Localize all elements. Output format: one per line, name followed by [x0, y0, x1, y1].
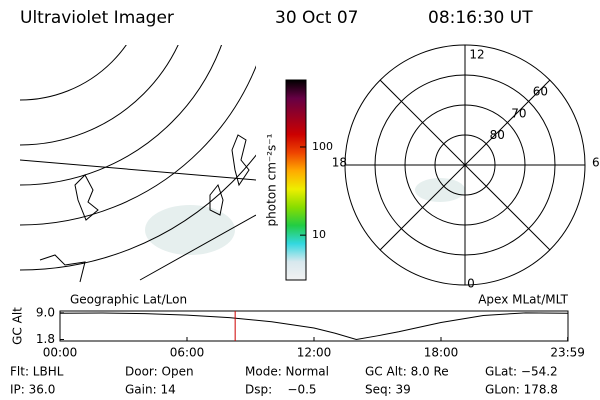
geo-label: Geographic Lat/Lon	[70, 293, 187, 307]
x-tick-label: 00:00	[43, 346, 78, 360]
info-field: Door: Open	[125, 365, 194, 379]
info-field: Seq: 39	[365, 383, 411, 397]
geo-map	[20, 45, 256, 283]
x-tick-label: 12:00	[297, 346, 332, 360]
info-field: Flt: LBHL	[10, 365, 64, 379]
mlt-label: 6	[592, 156, 600, 170]
x-tick-label: 18:00	[424, 346, 459, 360]
title: Ultraviolet Imager	[20, 8, 174, 28]
ring-label: 70	[511, 106, 526, 120]
info-field: Gain: 14	[125, 383, 176, 397]
mlt-label: 12	[469, 48, 484, 62]
colorbar-tick-label: 100	[312, 140, 333, 153]
info-field: IP: 36.0	[10, 383, 55, 397]
y-tick-label: 9.0	[36, 305, 55, 319]
y-tick-label: 1.8	[36, 332, 55, 346]
polar-label: Apex MLat/MLT	[478, 293, 568, 307]
info-panel: Flt: LBHL Door: Open Mode: Normal GC Alt: 8…	[10, 365, 558, 397]
mlt-label: 18	[332, 156, 347, 170]
info-field: GC Alt: 8.0 Re	[365, 365, 449, 379]
mlt-label: 0	[467, 277, 475, 291]
x-tick-label: 06:00	[170, 346, 205, 360]
altitude-line	[59, 312, 569, 341]
info-field: GLat: −54.2	[485, 365, 558, 379]
ring-label: 60	[533, 85, 548, 99]
colorbar-tick-label: 10	[312, 228, 326, 241]
altitude-ylabel: GC Alt	[11, 307, 25, 345]
altitude-plot: GC Alt 00:00 06:00 12:00 18:00 23:59 9.0 1.8	[11, 305, 585, 359]
info-field: Mode: Normal	[245, 365, 329, 379]
colorbar-label: photon cm⁻²s⁻¹	[265, 133, 279, 226]
colorbar: photon cm⁻²s⁻¹	[265, 79, 307, 281]
ring-label: 80	[490, 128, 505, 142]
info-field: Dsp: −0.5	[245, 383, 317, 397]
x-tick-label: 23:59	[550, 346, 585, 360]
polar-spoke	[379, 79, 551, 251]
date: 30 Oct 07	[275, 8, 358, 28]
time: 08:16:30 UT	[428, 8, 533, 28]
info-field: GLon: 178.8	[485, 383, 558, 397]
